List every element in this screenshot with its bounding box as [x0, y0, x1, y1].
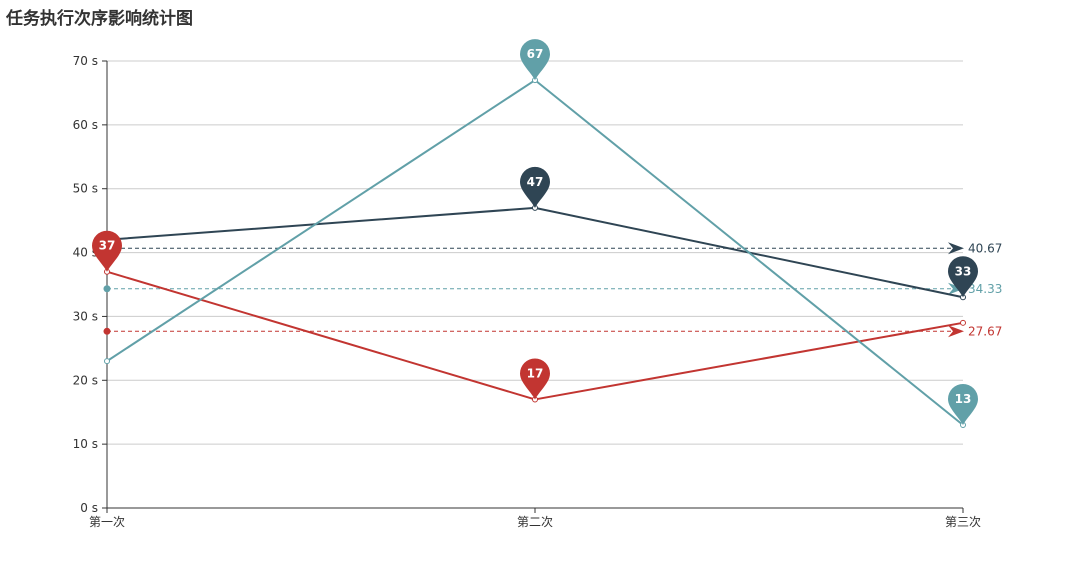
marker-pin: [520, 39, 550, 81]
y-tick-label: 10 s: [73, 437, 98, 451]
data-point: [960, 319, 966, 326]
average-label: 40.67: [968, 241, 1002, 255]
marker-pins: 37 17 47 33 67 13: [92, 39, 978, 425]
marker-pin: [948, 256, 978, 298]
average-label: 34.33: [968, 282, 1002, 296]
x-tick-label: 第一次: [89, 515, 125, 529]
x-tick-label: 第二次: [517, 515, 553, 529]
marker-pin: [520, 358, 550, 400]
data-point: [104, 358, 110, 365]
chart-title: 任务执行次序影响统计图: [6, 9, 193, 29]
average-arrow: [948, 242, 964, 255]
average-arrow: [948, 325, 964, 338]
x-tick-label: 第三次: [945, 515, 981, 529]
axes: 0 s 10 s 20 s 30 s 40 s 50 s 60 s 70 s 第一次 第二次 第三次: [73, 54, 981, 529]
y-tick-label: 60 s: [73, 118, 98, 132]
marker-pin-label: 13: [955, 392, 972, 406]
y-tick-label: 20 s: [73, 373, 98, 387]
marker-pin-label: 67: [527, 47, 544, 61]
marker-pin-label: 17: [527, 366, 544, 380]
marker-pin: [948, 383, 978, 425]
y-tick-label: 30 s: [73, 309, 98, 323]
y-tick-label: 70 s: [73, 54, 98, 68]
marker-pin: [92, 230, 122, 272]
average-lines: 27.67 40.67 34.33: [103, 241, 1002, 338]
y-tick-label: 0 s: [80, 501, 98, 515]
marker-pin: [520, 166, 550, 208]
marker-pin-label: 37: [99, 239, 116, 253]
marker-pin-label: 47: [527, 175, 544, 189]
average-label: 27.67: [968, 324, 1002, 338]
y-tick-label: 40 s: [73, 246, 98, 260]
average-arrow: [948, 282, 964, 295]
marker-pin-label: 33: [955, 264, 972, 278]
y-tick-label: 50 s: [73, 182, 98, 196]
